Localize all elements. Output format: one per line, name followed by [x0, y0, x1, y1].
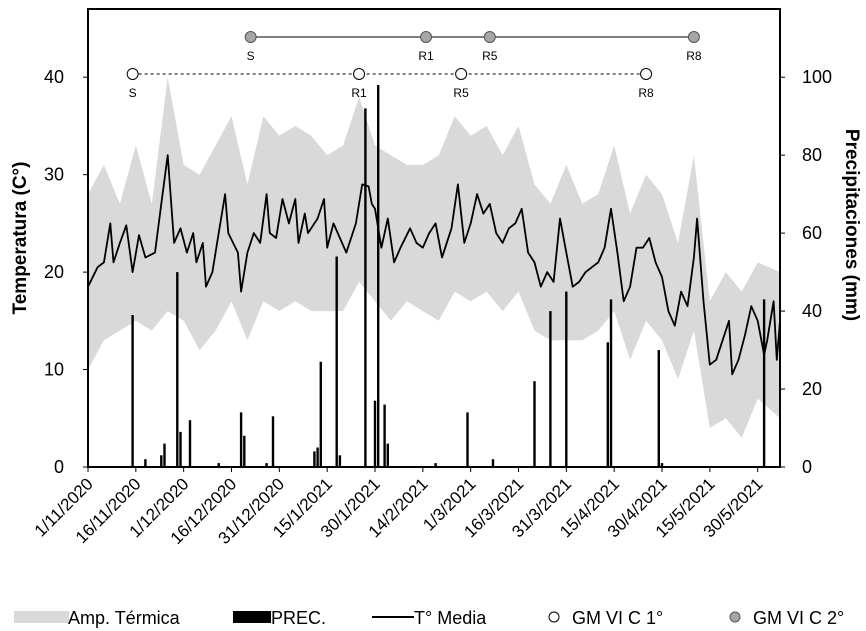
y-left-tick-label: 20 [44, 262, 64, 282]
y-left-tick-label: 30 [44, 165, 64, 185]
axis-ticks: 0102030400204060801001/11/202016/11/2020… [31, 67, 832, 548]
legend-tmedia-label: T° Media [414, 608, 487, 628]
precipitation-bar [335, 256, 338, 467]
precipitation-bar [660, 463, 664, 467]
amp-termica-band [88, 77, 780, 438]
precipitation-bar [188, 420, 192, 467]
precipitation-bar [386, 443, 389, 467]
gm1-stage-label: R8 [638, 86, 654, 100]
gm1-marker [640, 68, 653, 80]
gm2-marker [687, 31, 700, 43]
precipitation-bar [179, 431, 182, 467]
precipitation-bar [434, 463, 437, 467]
y-right-tick-label: 80 [802, 145, 822, 165]
precipitation-bars [131, 85, 766, 468]
gm2-marker [420, 31, 433, 43]
plot-frame [87, 8, 781, 468]
precipitation-bar [271, 416, 275, 467]
legend-gm2-marker [729, 611, 741, 623]
y-left-axis-title: Temperatura (C°) [10, 162, 31, 315]
precipitation-bar [313, 451, 316, 467]
precipitation-bar [319, 361, 322, 467]
gm1-marker [126, 68, 139, 80]
amp-band-area [88, 77, 780, 438]
gm1-stage-label: S [129, 86, 137, 100]
precipitation-bar [565, 291, 568, 467]
legend-gm1-label: GM VI C 1° [572, 608, 663, 628]
precipitation-bar [377, 85, 380, 467]
precipitation-bar [144, 459, 147, 467]
precipitation-bar [265, 463, 268, 467]
precipitation-bar [176, 272, 179, 467]
precipitation-bar [163, 443, 166, 467]
gm1-stage-label: R5 [453, 86, 469, 100]
precipitation-bar [160, 455, 163, 467]
gm2-stage-label: R5 [482, 49, 498, 63]
precipitation-bar [466, 412, 469, 467]
t-media-line [87, 154, 781, 376]
gm2-stage-label: R1 [418, 49, 434, 63]
y-right-axis-title: Precipitaciones (mm) [841, 129, 862, 321]
gm2-stage-label: S [247, 49, 255, 63]
precipitation-bar [606, 342, 609, 467]
y-left-tick-label: 10 [44, 360, 64, 380]
gm1-marker [455, 68, 468, 80]
y-right-tick-label: 0 [802, 457, 812, 477]
precipitation-bar [316, 447, 319, 467]
phenology-markers: S R1 R5 R8 S R1 R5 R8 [126, 31, 702, 100]
precipitation-bar [217, 463, 220, 467]
precipitation-bar [383, 404, 386, 467]
precipitation-bar [609, 299, 613, 467]
y-right-tick-label: 40 [802, 301, 822, 321]
legend-prec-label: PREC. [271, 608, 326, 628]
precipitation-bar [533, 381, 536, 467]
y-left-tick-label: 0 [54, 457, 64, 477]
precipitation-bar [762, 299, 766, 467]
gm1-stage-label: R1 [351, 86, 367, 100]
legend-gm2-label: GM VI C 2° [753, 608, 844, 628]
precipitation-bar [338, 455, 342, 467]
y-right-tick-label: 100 [802, 67, 832, 87]
y-right-tick-label: 20 [802, 379, 822, 399]
t-media-series-line [87, 154, 781, 376]
precipitation-bar [373, 400, 377, 467]
legend-amp-label: Amp. Térmica [68, 608, 181, 628]
precipitation-bar [549, 311, 552, 467]
precipitation-bar [491, 459, 495, 467]
y-right-tick-label: 60 [802, 223, 822, 243]
precipitation-bar [657, 350, 660, 467]
legend: Amp. Térmica PREC. T° Media GM VI C 1° G… [14, 608, 844, 628]
y-left-tick-label: 40 [44, 67, 64, 87]
gm2-marker [483, 31, 496, 43]
precipitation-bar [364, 108, 367, 468]
precipitation-bar [239, 412, 243, 467]
gm2-stage-label: R8 [686, 49, 702, 63]
precipitation-bar [243, 435, 246, 467]
precipitation-bar [131, 315, 134, 467]
gm2-marker [244, 31, 257, 43]
gm1-marker [353, 68, 366, 80]
legend-prec-swatch [233, 611, 271, 623]
legend-gm1-marker [548, 611, 560, 623]
legend-amp-swatch [14, 611, 69, 623]
